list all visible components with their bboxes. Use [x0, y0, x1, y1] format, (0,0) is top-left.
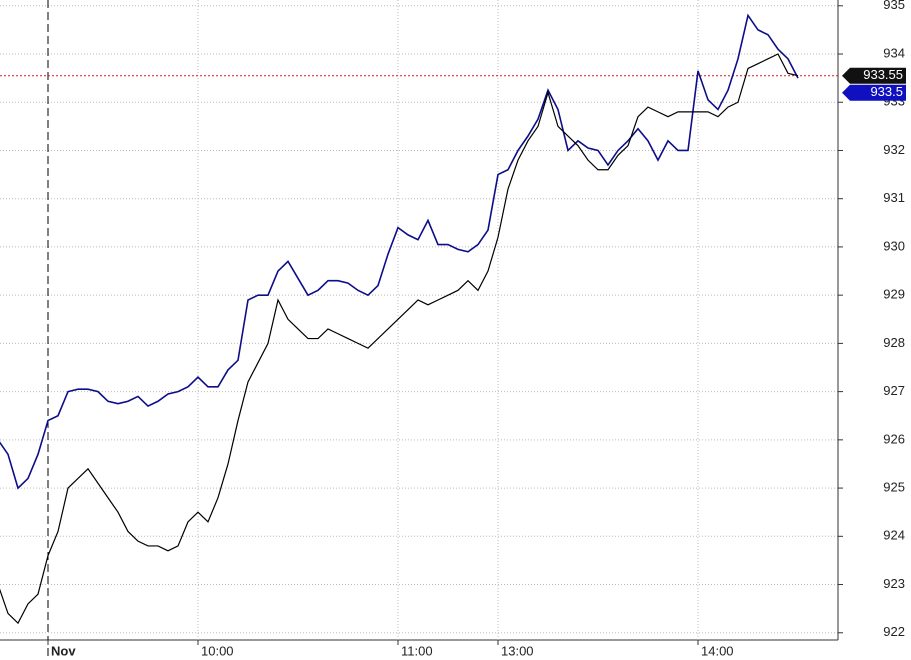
y-tick-label: 930 — [883, 238, 905, 253]
y-tick-label: 924 — [883, 528, 905, 543]
last-value-label: 933.5 — [870, 84, 903, 99]
x-tick-label: 13:00 — [501, 643, 534, 658]
x-tick-label: 10:00 — [201, 643, 234, 658]
y-tick-label: 925 — [883, 480, 905, 495]
last-value-tag — [842, 67, 906, 84]
y-tick-label: 922 — [883, 624, 905, 639]
last-value-tag — [842, 84, 906, 101]
y-tick-label: 926 — [883, 431, 905, 446]
series-line — [0, 13, 799, 490]
y-tick-label: 934 — [883, 45, 905, 60]
y-tick-label: 928 — [883, 335, 905, 350]
series-line — [0, 53, 799, 625]
y-tick-label: 927 — [883, 383, 905, 398]
y-tick-label: 923 — [883, 576, 905, 591]
last-value-label: 933.55 — [863, 67, 903, 82]
x-tick-label: 14:00 — [701, 643, 734, 658]
x-tick-label: Nov — [51, 643, 76, 658]
y-tick-label: 935 — [883, 0, 905, 12]
y-tick-label: 929 — [883, 287, 905, 302]
x-tick-label: 11:00 — [401, 643, 433, 658]
y-tick-label: 932 — [883, 142, 905, 157]
y-tick-label: 931 — [883, 190, 905, 205]
